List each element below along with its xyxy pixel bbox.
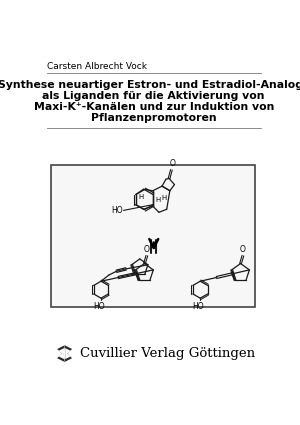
Text: HO: HO bbox=[192, 302, 204, 311]
Bar bbox=[52, 165, 254, 307]
Text: Cuvillier Verlag Göttingen: Cuvillier Verlag Göttingen bbox=[80, 347, 255, 360]
Text: HO: HO bbox=[111, 206, 123, 215]
Text: O: O bbox=[169, 159, 175, 168]
Text: H: H bbox=[156, 197, 161, 203]
Text: Pflanzenpromotoren: Pflanzenpromotoren bbox=[91, 113, 217, 123]
PathPatch shape bbox=[65, 348, 71, 359]
Text: H: H bbox=[162, 195, 167, 201]
Text: Maxi-K⁺-Kanälen und zur Induktion von: Maxi-K⁺-Kanälen und zur Induktion von bbox=[34, 102, 274, 112]
Text: als Liganden für die Aktivierung von: als Liganden für die Aktivierung von bbox=[43, 91, 265, 101]
Text: H: H bbox=[139, 194, 144, 201]
PathPatch shape bbox=[57, 345, 64, 362]
Text: Synthese neuartiger Estron- und Estradiol-Analoga: Synthese neuartiger Estron- und Estradio… bbox=[0, 80, 300, 90]
PathPatch shape bbox=[58, 348, 64, 359]
Text: HO: HO bbox=[93, 302, 104, 311]
Text: O: O bbox=[144, 245, 150, 254]
Text: O: O bbox=[240, 245, 246, 254]
PathPatch shape bbox=[64, 345, 72, 362]
Text: Carsten Albrecht Vock: Carsten Albrecht Vock bbox=[47, 62, 147, 71]
